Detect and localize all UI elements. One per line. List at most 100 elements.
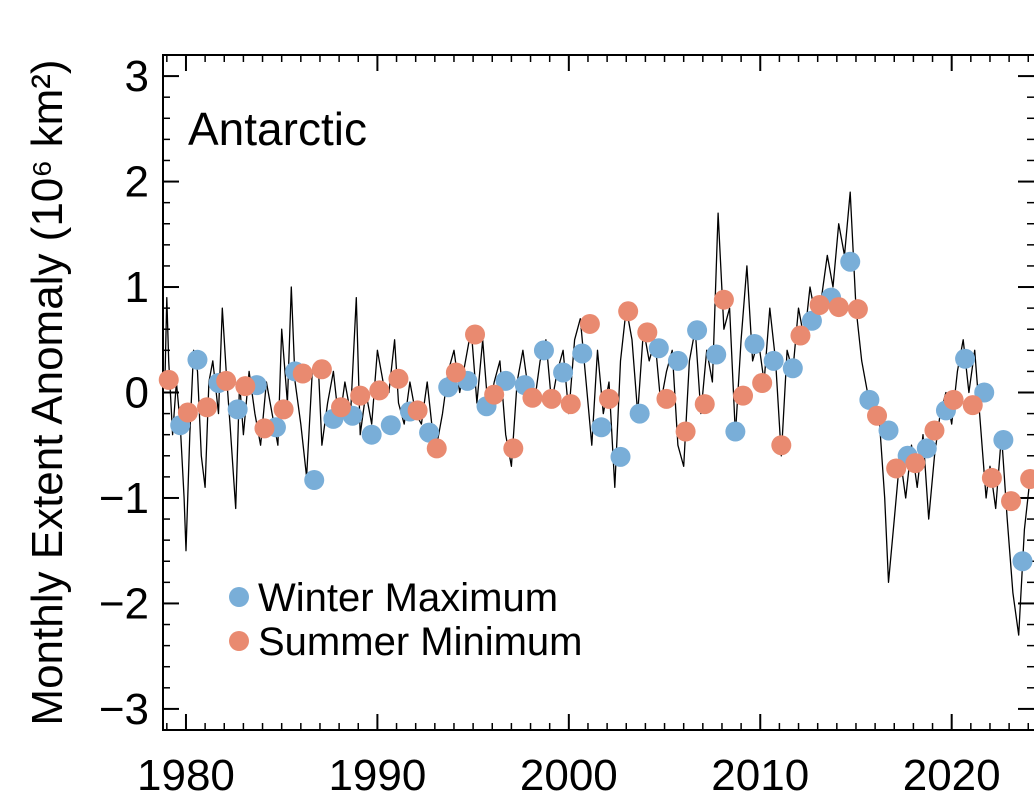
winter-maximum-point bbox=[419, 422, 440, 443]
summer-minimum-point bbox=[828, 297, 849, 318]
summer-minimum-point bbox=[560, 394, 581, 415]
summer-minimum-point bbox=[599, 388, 620, 409]
winter-maximum-point bbox=[495, 370, 516, 391]
seasonal-points bbox=[158, 251, 1034, 572]
summer-minimum-point bbox=[579, 313, 600, 334]
summer-minimum-point bbox=[292, 363, 313, 384]
axis-tick-labels: 3 2 1 0 −1 −2 −3 1980 1990 2000 2010 2020 bbox=[99, 52, 1001, 800]
summer-minimum-point bbox=[541, 388, 562, 409]
winter-maximum-point bbox=[629, 403, 650, 424]
y-tick-label: −2 bbox=[99, 579, 149, 628]
winter-maximum-point bbox=[687, 320, 708, 341]
winter-maximum-point bbox=[667, 350, 688, 371]
summer-minimum-point bbox=[254, 418, 275, 439]
summer-minimum-point bbox=[484, 384, 505, 405]
summer-minimum-point bbox=[771, 435, 792, 456]
winter-maximum-point bbox=[187, 349, 208, 370]
x-tick-label: 2000 bbox=[520, 751, 618, 800]
winter-maximum-point bbox=[916, 438, 937, 459]
winter-maximum-point bbox=[744, 333, 765, 354]
winter-maximum-point bbox=[227, 399, 248, 420]
legend-marker-summer-minimum bbox=[229, 631, 249, 651]
summer-minimum-point bbox=[924, 420, 945, 441]
y-tick-label: 0 bbox=[125, 369, 149, 418]
summer-minimum-point bbox=[694, 394, 715, 415]
winter-maximum-point bbox=[380, 415, 401, 436]
summer-minimum-point bbox=[426, 438, 447, 459]
winter-maximum-point bbox=[591, 417, 612, 438]
summer-minimum-point bbox=[1020, 468, 1034, 489]
y-tick-label: −3 bbox=[99, 685, 149, 734]
monthly-anomaly-line bbox=[164, 191, 1031, 636]
summer-minimum-point bbox=[943, 389, 964, 410]
x-tick-label: 2020 bbox=[903, 751, 1001, 800]
summer-minimum-point bbox=[331, 397, 352, 418]
legend-label-winter-maximum: Winter Maximum bbox=[258, 576, 558, 620]
winter-maximum-point bbox=[782, 358, 803, 379]
winter-maximum-point bbox=[610, 446, 631, 467]
y-tick-label: −1 bbox=[99, 474, 149, 523]
summer-minimum-point bbox=[311, 359, 332, 380]
summer-minimum-point bbox=[637, 322, 658, 343]
chart-title-group: Antarctic bbox=[188, 103, 367, 155]
winter-maximum-point bbox=[572, 343, 593, 364]
summer-minimum-point bbox=[867, 405, 888, 426]
summer-minimum-point bbox=[388, 368, 409, 389]
winter-maximum-point bbox=[725, 421, 746, 442]
summer-minimum-point bbox=[522, 387, 543, 408]
winter-maximum-point bbox=[361, 424, 382, 445]
summer-minimum-point bbox=[675, 421, 696, 442]
winter-maximum-point bbox=[648, 338, 669, 359]
summer-minimum-point bbox=[177, 402, 198, 423]
legend-label-summer-minimum: Summer Minimum bbox=[258, 620, 582, 664]
summer-minimum-point bbox=[350, 385, 371, 406]
summer-minimum-point bbox=[445, 362, 466, 383]
monthly-anomaly-series bbox=[164, 191, 1031, 636]
winter-maximum-point bbox=[974, 382, 995, 403]
y-tick-label: 2 bbox=[125, 158, 149, 207]
summer-minimum-point bbox=[752, 373, 773, 394]
winter-maximum-point bbox=[859, 389, 880, 410]
winter-maximum-point bbox=[304, 470, 325, 491]
x-tick-label: 1990 bbox=[328, 751, 426, 800]
summer-minimum-point bbox=[847, 299, 868, 320]
winter-maximum-point bbox=[801, 310, 822, 331]
winter-maximum-point bbox=[706, 344, 727, 365]
summer-minimum-point bbox=[886, 458, 907, 479]
summer-minimum-point bbox=[503, 438, 524, 459]
y-axis-label: Monthly Extent Anomaly (10⁶ km²) bbox=[23, 59, 72, 725]
summer-minimum-point bbox=[962, 395, 983, 416]
summer-minimum-point bbox=[713, 289, 734, 310]
summer-minimum-point bbox=[216, 370, 237, 391]
summer-minimum-point bbox=[273, 399, 294, 420]
summer-minimum-point bbox=[1001, 491, 1022, 512]
winter-maximum-point bbox=[1012, 551, 1033, 572]
x-tick-label: 1980 bbox=[137, 751, 235, 800]
winter-maximum-point bbox=[878, 420, 899, 441]
summer-minimum-point bbox=[235, 376, 256, 397]
summer-minimum-point bbox=[809, 294, 830, 315]
summer-minimum-point bbox=[465, 324, 486, 345]
summer-minimum-point bbox=[656, 388, 677, 409]
summer-minimum-point bbox=[369, 380, 390, 401]
winter-maximum-point bbox=[763, 350, 784, 371]
legend-marker-winter-maximum bbox=[229, 587, 249, 607]
y-tick-label: 1 bbox=[125, 263, 149, 312]
summer-minimum-point bbox=[733, 385, 754, 406]
summer-minimum-point bbox=[618, 301, 639, 322]
winter-maximum-point bbox=[438, 377, 459, 398]
y-axis-label-text: Monthly Extent Anomaly (10⁶ km²) bbox=[23, 59, 72, 725]
axis-ticks bbox=[163, 54, 1034, 731]
winter-maximum-point bbox=[533, 340, 554, 361]
summer-minimum-point bbox=[158, 369, 179, 390]
x-tick-label: 2010 bbox=[711, 751, 809, 800]
summer-minimum-point bbox=[905, 453, 926, 474]
winter-maximum-point bbox=[955, 348, 976, 369]
winter-maximum-point bbox=[553, 362, 574, 383]
summer-minimum-point bbox=[790, 325, 811, 346]
winter-maximum-point bbox=[993, 429, 1014, 450]
summer-minimum-point bbox=[407, 400, 428, 421]
